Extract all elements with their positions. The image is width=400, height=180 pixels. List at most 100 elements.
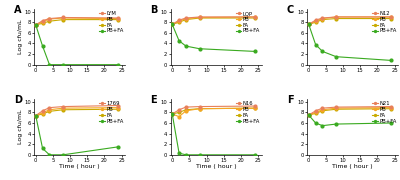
Line: PB: PB	[171, 107, 256, 118]
PB+FA	[33, 24, 38, 26]
Line: PB: PB	[171, 15, 256, 26]
Line: PB: PB	[307, 106, 392, 116]
PB	[47, 18, 52, 20]
PB	[61, 17, 66, 19]
PB+FA	[47, 154, 52, 156]
FA	[170, 23, 175, 25]
Line: PB: PB	[34, 106, 120, 117]
FA	[47, 110, 52, 112]
PB+FA	[389, 59, 394, 62]
PB+FA	[61, 64, 66, 66]
PB	[40, 112, 45, 114]
LQP	[184, 17, 188, 19]
PB+FA	[116, 146, 120, 148]
PB	[177, 116, 182, 118]
PB+FA	[389, 122, 394, 124]
PB+FA	[116, 64, 120, 66]
Line: PB+FA: PB+FA	[34, 114, 120, 156]
PB+FA	[197, 48, 202, 50]
PB	[184, 17, 188, 20]
FA	[170, 113, 175, 115]
PB	[177, 20, 182, 22]
FA	[389, 108, 394, 110]
N16	[252, 105, 257, 107]
FA	[320, 110, 325, 112]
PB	[334, 16, 338, 18]
Line: PB+FA: PB+FA	[34, 24, 120, 66]
FA	[61, 109, 66, 111]
N12	[320, 17, 325, 19]
PB+FA	[40, 45, 45, 47]
FA	[184, 109, 188, 111]
Line: N21: N21	[307, 105, 392, 116]
N12	[306, 23, 311, 25]
N21	[320, 107, 325, 109]
Line: PB+FA: PB+FA	[307, 23, 392, 62]
Line: PB: PB	[34, 17, 120, 26]
PB+FA	[177, 40, 182, 42]
X-axis label: Time ( hour ): Time ( hour )	[196, 164, 236, 169]
PB	[184, 110, 188, 112]
PB+FA	[306, 114, 311, 116]
FA	[47, 20, 52, 22]
FA	[33, 24, 38, 26]
PB+FA	[177, 152, 182, 154]
PB+FA	[313, 43, 318, 46]
PB+FA	[47, 64, 52, 66]
FA	[33, 114, 38, 117]
PB+FA	[61, 154, 66, 156]
FA	[116, 19, 120, 21]
LQP	[177, 19, 182, 21]
X-axis label: Time ( hour ): Time ( hour )	[332, 164, 373, 169]
PB+FA	[170, 23, 175, 25]
PB	[313, 20, 318, 22]
Legend: 1769, PB, FA, PB+FA: 1769, PB, FA, PB+FA	[99, 101, 124, 124]
PB+FA	[313, 122, 318, 124]
FA	[177, 21, 182, 23]
FA	[306, 23, 311, 25]
1769	[61, 105, 66, 108]
FA	[197, 17, 202, 19]
PB	[47, 109, 52, 111]
PB	[320, 17, 325, 20]
1769	[33, 114, 38, 117]
N12	[313, 19, 318, 21]
LQP	[170, 23, 175, 25]
Line: LYM: LYM	[34, 16, 120, 26]
N16	[177, 109, 182, 111]
LYM	[33, 24, 38, 26]
Legend: N16, PB, FA, PB+FA: N16, PB, FA, PB+FA	[235, 101, 261, 124]
FA	[61, 19, 66, 21]
Line: FA: FA	[307, 107, 392, 116]
PB	[389, 107, 394, 109]
PB	[197, 16, 202, 19]
Line: N12: N12	[307, 15, 392, 26]
1769	[116, 104, 120, 107]
PB	[252, 16, 257, 18]
Text: B: B	[150, 4, 158, 15]
Line: FA: FA	[34, 18, 120, 26]
FA	[334, 108, 338, 110]
PB	[116, 107, 120, 109]
LYM	[116, 17, 120, 19]
N12	[334, 16, 338, 18]
PB	[33, 114, 38, 117]
PB+FA	[252, 50, 257, 53]
N12	[389, 16, 394, 18]
FA	[197, 108, 202, 110]
FA	[252, 17, 257, 19]
FA	[184, 19, 188, 21]
Legend: LYM, PB, FA, PB+FA: LYM, PB, FA, PB+FA	[99, 10, 124, 34]
LYM	[61, 16, 66, 19]
PB	[170, 113, 175, 115]
Y-axis label: Log cfu/mL: Log cfu/mL	[18, 110, 23, 144]
PB	[170, 23, 175, 25]
N21	[334, 106, 338, 108]
FA	[389, 17, 394, 20]
PB	[116, 17, 120, 20]
LYM	[40, 20, 45, 22]
Line: PB: PB	[307, 15, 392, 26]
FA	[40, 113, 45, 115]
Line: FA: FA	[34, 108, 120, 117]
PB+FA	[320, 125, 325, 127]
